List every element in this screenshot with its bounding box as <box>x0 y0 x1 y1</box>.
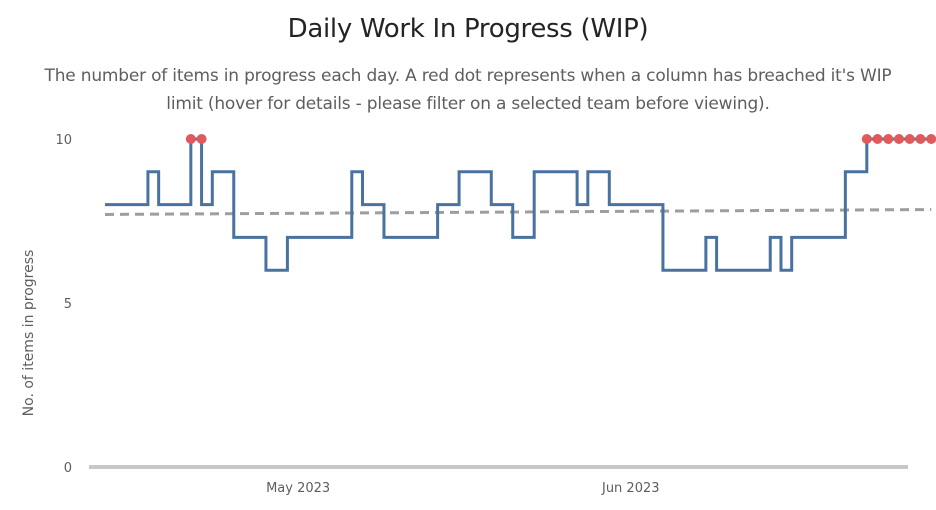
y-tick-label: 0 <box>64 461 72 476</box>
x-axis-ticks: May 2023 Jun 2023 <box>266 481 659 496</box>
x-tick-label: Jun 2023 <box>601 481 660 496</box>
y-tick-label: 10 <box>55 133 72 148</box>
breach-dot[interactable] <box>872 134 883 144</box>
breach-dot[interactable] <box>185 134 196 144</box>
trend-line <box>104 208 932 216</box>
x-tick-label: May 2023 <box>266 481 330 496</box>
breach-dot[interactable] <box>861 134 872 144</box>
wip-breach-markers[interactable] <box>185 134 936 144</box>
breach-dot[interactable] <box>926 134 936 144</box>
y-axis-title: No. of items in progress <box>21 250 37 417</box>
breach-dot[interactable] <box>883 134 894 144</box>
chart-subtitle: The number of items in progress each day… <box>44 66 892 114</box>
y-tick-label: 5 <box>64 297 72 312</box>
y-axis-ticks: 0 5 10 <box>55 133 72 476</box>
breach-dot[interactable] <box>894 134 904 144</box>
wip-step-line[interactable] <box>105 137 932 272</box>
breach-dot[interactable] <box>196 134 207 144</box>
chart-title: Daily Work In Progress (WIP) <box>287 14 649 44</box>
breach-dot[interactable] <box>915 134 926 144</box>
breach-dot[interactable] <box>904 134 915 144</box>
